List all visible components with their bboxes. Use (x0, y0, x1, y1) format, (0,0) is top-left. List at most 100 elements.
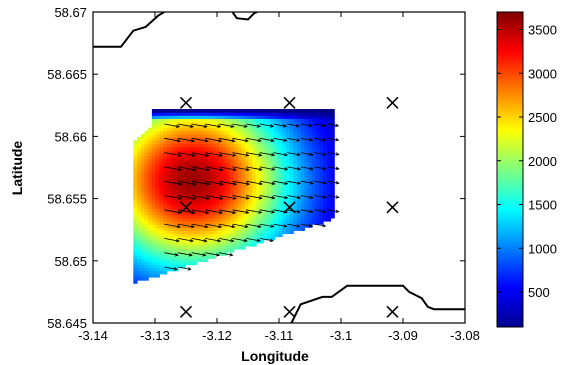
vector-arrow (177, 166, 197, 172)
heat-cell (137, 211, 142, 216)
heat-cell (259, 183, 265, 188)
heat-cell (170, 168, 175, 172)
heat-cell (151, 124, 157, 129)
heat-cell (155, 214, 160, 219)
heat-cell (218, 183, 224, 188)
heat-cell (244, 121, 250, 126)
heat-cell (289, 165, 294, 169)
heat-cell (233, 239, 239, 244)
heat-cell (274, 230, 279, 235)
vector-arrow (164, 266, 178, 271)
heat-cell (203, 186, 209, 191)
heat-cell (308, 183, 313, 188)
heat-cell (159, 158, 164, 163)
heat-cell (248, 115, 253, 119)
heat-cell (203, 227, 209, 231)
heat-cell (256, 202, 261, 207)
heat-cell (311, 133, 317, 138)
heat-cell (163, 214, 168, 219)
heat-cell (144, 143, 149, 147)
heat-cell (174, 109, 179, 113)
heat-cell (252, 158, 257, 163)
heat-cell (278, 124, 283, 129)
heat-cell (289, 143, 294, 147)
heat-cell (241, 180, 246, 185)
heat-cell (311, 137, 317, 141)
heat-cell (274, 180, 279, 185)
heat-cell (211, 233, 216, 238)
heat-cell (166, 202, 172, 207)
heat-cell (211, 133, 216, 138)
heat-cell (170, 140, 175, 144)
heat-cell (330, 152, 335, 157)
heat-cell (151, 155, 157, 160)
heat-cell (211, 174, 216, 179)
vector-arrow (314, 137, 327, 142)
vector-arrow (327, 166, 340, 171)
heat-cell (181, 264, 186, 269)
heat-cell (163, 186, 168, 191)
heat-cell (304, 186, 309, 191)
heat-cell (244, 168, 250, 172)
heat-cell (308, 130, 313, 135)
heat-cell (207, 146, 213, 151)
heat-cell (218, 140, 224, 144)
heat-cell (267, 161, 272, 166)
heat-cell (159, 161, 164, 166)
heat-cell (282, 133, 287, 138)
heat-cell (233, 165, 239, 169)
heat-cell (148, 248, 153, 253)
heat-cell (285, 208, 291, 213)
heat-cell (296, 165, 302, 169)
heat-cell (163, 174, 168, 179)
heat-cell (230, 220, 235, 225)
heat-cell (192, 233, 198, 238)
heat-cell (196, 177, 201, 182)
heat-cell (308, 217, 313, 222)
heat-cell (137, 193, 142, 197)
heat-cell (177, 186, 183, 191)
heat-cell (248, 171, 253, 175)
heat-cell (274, 115, 279, 119)
heat-cell (148, 183, 153, 188)
heat-cell (252, 165, 257, 169)
heat-cell (177, 115, 183, 119)
heat-cell (159, 133, 164, 138)
heat-cell (315, 133, 320, 138)
heat-cell (330, 158, 335, 163)
heat-cell (267, 127, 272, 132)
x-tick-label: -3.1 (330, 328, 352, 343)
heat-cell (144, 180, 149, 185)
heat-cell (148, 143, 153, 147)
heat-cell (137, 155, 142, 160)
heat-cell (267, 180, 272, 185)
heat-cell (170, 127, 175, 132)
heat-cell (296, 112, 302, 116)
heat-cell (222, 143, 227, 147)
heat-cell (296, 115, 302, 119)
heat-cell (241, 155, 246, 160)
heat-cell (237, 211, 242, 216)
heat-cell (207, 152, 213, 157)
heat-cell (163, 230, 168, 235)
heat-cell (215, 217, 220, 222)
vector-arrow (164, 238, 180, 243)
heat-cell (185, 115, 190, 119)
heat-cell (263, 183, 268, 188)
vector-arrow (287, 123, 300, 128)
heat-cell (267, 183, 272, 188)
heat-cell (330, 165, 335, 169)
heat-cell (177, 258, 183, 263)
heat-cell (226, 199, 231, 203)
heat-cell (189, 112, 194, 116)
heat-cell (174, 118, 179, 123)
heat-cell (259, 189, 265, 194)
heat-cell (319, 202, 324, 207)
heat-cell (166, 245, 172, 250)
heat-cell (196, 124, 201, 129)
heat-cell (278, 143, 283, 147)
heat-cell (267, 140, 272, 144)
heat-cell (174, 177, 179, 182)
heat-cell (233, 193, 239, 197)
